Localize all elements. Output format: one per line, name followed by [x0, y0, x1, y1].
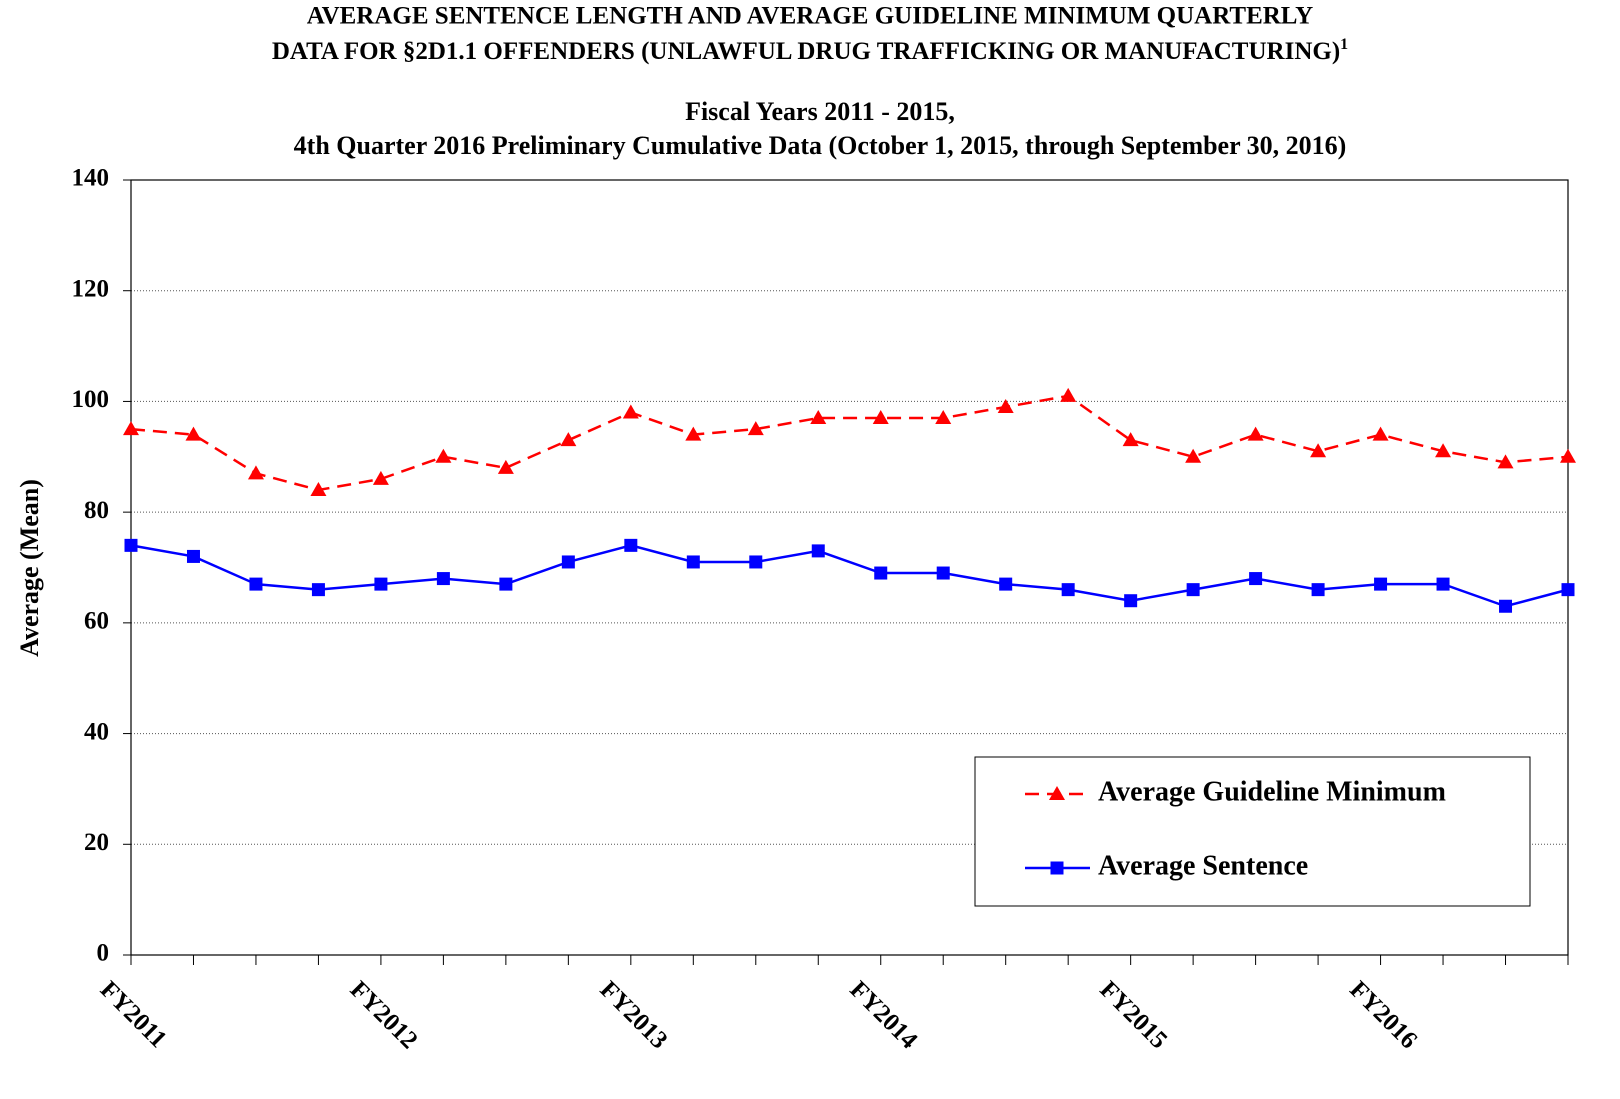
y-tick-label: 0 [97, 940, 110, 967]
point [685, 426, 702, 441]
point [124, 538, 138, 552]
point [1186, 583, 1200, 597]
point [872, 410, 889, 425]
series-line [130, 394, 1569, 492]
legend-label: Average Sentence [1098, 850, 1308, 881]
chart-subtitle: Fiscal Years 2011 - 2015, [685, 97, 955, 126]
point [749, 555, 763, 569]
point [936, 566, 950, 580]
chart-subtitle: 4th Quarter 2016 Preliminary Cumulative … [294, 131, 1347, 160]
x-tick-label: FY2016 [1344, 976, 1422, 1054]
point [935, 410, 952, 425]
point [1124, 594, 1138, 608]
y-tick-label: 40 [84, 718, 109, 745]
point [686, 555, 700, 569]
point [1372, 426, 1389, 441]
legend-box [974, 756, 1531, 907]
point [499, 577, 513, 591]
point [311, 583, 325, 597]
point [997, 398, 1014, 413]
y-tick-label: 20 [84, 829, 109, 856]
point [497, 459, 514, 474]
point [1311, 583, 1325, 597]
legend-marker [1049, 786, 1065, 800]
point [247, 465, 264, 480]
point [374, 577, 388, 591]
point [436, 572, 450, 586]
point [1060, 387, 1077, 402]
point [561, 555, 575, 569]
point [810, 410, 827, 425]
point [811, 544, 825, 558]
point [123, 421, 139, 436]
chart-title: DATA FOR §2D1.1 OFFENDERS (UNLAWFUL DRUG… [272, 36, 1348, 65]
point [1374, 577, 1388, 591]
chart-title: AVERAGE SENTENCE LENGTH AND AVERAGE GUID… [307, 3, 1313, 30]
legend: Average Guideline Minimum Average Sentenc… [974, 756, 1531, 907]
x-tick-label: FY2011 [95, 976, 172, 1053]
y-tick-label: 120 [72, 275, 110, 302]
point [1247, 426, 1264, 441]
point [622, 404, 639, 419]
legend-marker [1050, 861, 1064, 875]
point [747, 421, 764, 436]
point [1061, 583, 1075, 597]
x-tick-label: FY2015 [1094, 976, 1172, 1054]
point [999, 577, 1013, 591]
y-axis-label: Average (Mean) [15, 479, 44, 657]
point [1499, 599, 1513, 613]
footnote-marker: 1 [1340, 36, 1348, 53]
point [249, 577, 263, 591]
x-tick-label: FY2013 [595, 976, 673, 1054]
point [1497, 454, 1514, 469]
chart-title-line: DATA FOR §2D1.1 OFFENDERS (UNLAWFUL DRUG… [272, 38, 1340, 65]
legend-label: Average Guideline Minimum [1098, 776, 1446, 807]
point [372, 470, 389, 485]
point [435, 448, 452, 463]
y-tick-label: 60 [84, 608, 109, 635]
y-tick-label: 100 [72, 386, 110, 413]
point [1249, 572, 1263, 586]
x-tick-label: FY2012 [345, 976, 423, 1054]
point [1560, 448, 1576, 463]
point [1561, 583, 1575, 597]
point [1435, 443, 1452, 458]
point [1185, 448, 1202, 463]
plot-frame [130, 179, 1569, 956]
point [310, 482, 327, 496]
point [1310, 443, 1327, 458]
point [874, 566, 888, 580]
point [1436, 577, 1450, 591]
point [624, 538, 638, 552]
series-line [130, 544, 1569, 608]
x-tick-label: FY2014 [844, 976, 922, 1054]
y-tick-label: 80 [84, 497, 109, 524]
point [560, 432, 577, 447]
point [185, 426, 202, 441]
y-tick-label: 140 [72, 165, 110, 192]
point [186, 549, 200, 563]
point [1122, 432, 1139, 447]
